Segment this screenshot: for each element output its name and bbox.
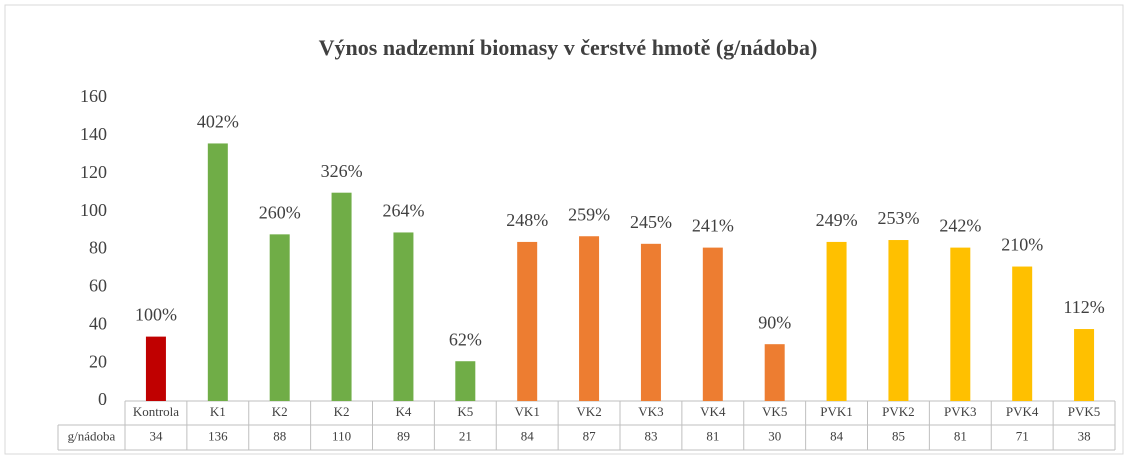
table-value: 21 (459, 428, 472, 443)
bar (393, 232, 414, 401)
x-tick-label: Kontrola (133, 404, 179, 419)
percent-label: 62% (449, 329, 482, 349)
bar (331, 192, 352, 401)
x-tick-label: PVK5 (1068, 404, 1101, 419)
y-tick-label: 160 (80, 86, 107, 106)
table-value: 136 (208, 428, 228, 443)
percent-label: 253% (877, 208, 919, 228)
percent-label: 245% (630, 212, 672, 232)
table-value: 88 (273, 428, 286, 443)
bar (640, 243, 661, 401)
x-tick-label: K1 (210, 404, 226, 419)
percent-label: 242% (939, 216, 981, 236)
bar (1074, 329, 1095, 401)
percent-label: 241% (692, 216, 734, 236)
x-tick-label: PVK2 (882, 404, 915, 419)
x-tick-label: VK3 (638, 404, 663, 419)
table-value: 89 (397, 428, 410, 443)
bar (455, 361, 476, 401)
table-value: 34 (149, 428, 163, 443)
table-value: 38 (1078, 428, 1091, 443)
percent-label: 259% (568, 204, 610, 224)
table-value: 81 (954, 428, 967, 443)
table-value: 84 (830, 428, 844, 443)
bar (145, 336, 166, 401)
x-tick-label: PVK4 (1006, 404, 1039, 419)
y-tick-label: 20 (89, 351, 107, 371)
percent-label: 100% (135, 305, 177, 325)
percent-label: 264% (382, 201, 424, 221)
bar (950, 247, 971, 401)
x-tick-label: PVK3 (944, 404, 977, 419)
x-tick-label: K5 (457, 404, 473, 419)
table-value: 71 (1016, 428, 1029, 443)
percent-label: 402% (197, 112, 239, 132)
bar (764, 344, 785, 401)
bar (826, 241, 847, 401)
x-tick-label: VK1 (515, 404, 540, 419)
bar (888, 240, 909, 401)
table-value: 30 (768, 428, 781, 443)
table-row-label: g/nádoba (68, 428, 116, 443)
table-value: 110 (332, 428, 351, 443)
chart-frame (4, 4, 1124, 455)
y-tick-label: 0 (98, 389, 107, 409)
x-tick-label: VK2 (576, 404, 601, 419)
x-tick-label: K2 (272, 404, 288, 419)
bar (517, 241, 538, 401)
y-tick-label: 40 (89, 313, 107, 333)
table-value: 85 (892, 428, 905, 443)
bar (269, 234, 290, 401)
percent-label: 112% (1063, 297, 1104, 317)
x-tick-label: VK5 (762, 404, 787, 419)
y-tick-label: 140 (80, 124, 107, 144)
table-value: 81 (706, 428, 719, 443)
x-tick-label: K2 (334, 404, 350, 419)
x-tick-label: VK4 (700, 404, 726, 419)
percent-label: 249% (816, 210, 858, 230)
percent-label: 248% (506, 210, 548, 230)
y-tick-label: 60 (89, 276, 107, 296)
bar (207, 143, 228, 401)
table-value: 84 (521, 428, 535, 443)
bar (579, 236, 600, 401)
percent-label: 90% (758, 312, 791, 332)
x-tick-label: PVK1 (820, 404, 853, 419)
y-tick-label: 120 (80, 162, 107, 182)
percent-label: 260% (259, 202, 301, 222)
table-value: 83 (644, 428, 657, 443)
bar (702, 247, 723, 401)
percent-label: 210% (1001, 235, 1043, 255)
x-tick-label: K4 (395, 404, 411, 419)
bar (1012, 266, 1033, 401)
table-value: 87 (583, 428, 597, 443)
chart-title: Výnos nadzemní biomasy v čerstvé hmotě (… (319, 35, 818, 60)
y-tick-label: 100 (80, 200, 107, 220)
percent-label: 326% (321, 161, 363, 181)
y-tick-label: 80 (89, 238, 107, 258)
